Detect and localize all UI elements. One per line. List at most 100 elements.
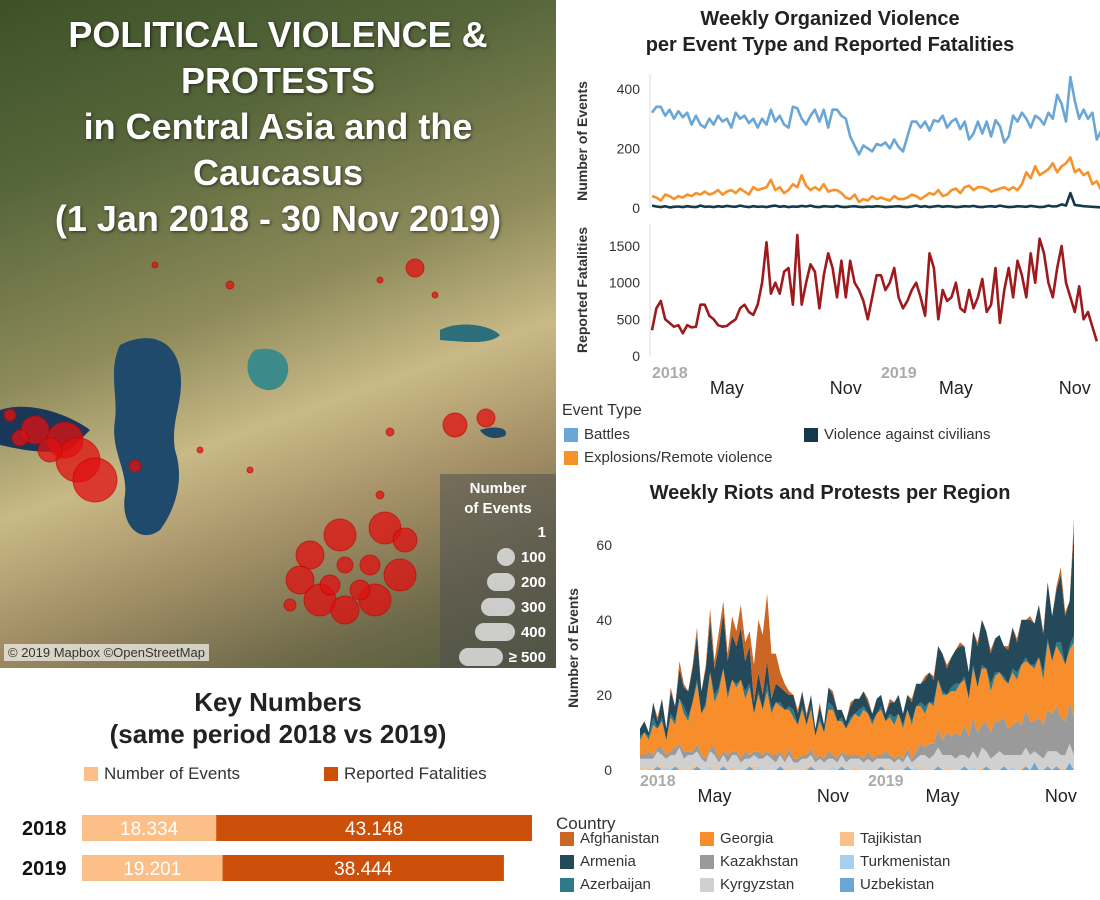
event-bubble [323,518,357,552]
area-kyrgyzstan [640,743,1074,770]
protests-chart-title: Weekly Riots and Protests per Region [649,482,1011,504]
x-tick-label: Nov [1045,786,1077,806]
event-bubble [349,579,371,601]
legend-item-afghanistan[interactable]: Afghanistan [560,830,659,847]
legend-item-georgia[interactable]: Georgia [700,830,773,847]
fatalities-value-label: 38.444 [334,859,393,880]
size-legend-bubble [474,623,515,641]
legend-item-kazakhstan[interactable]: Kazakhstan [700,853,798,870]
size-legend-bubble [486,573,515,591]
size-legend-title: Number [469,480,527,497]
legend-item-fatalities[interactable]: Reported Fatalities [324,764,487,784]
size-legend-row: 100 [496,548,546,566]
series-line-battles [650,75,1100,156]
y-tick-label: 0 [632,200,640,216]
issyk-kul-shape [480,427,506,438]
size-legend-label: 200 [520,573,546,591]
aral-sea-shape [247,348,289,391]
legend-label: Uzbekistan [860,876,935,893]
legend-swatch [560,877,574,892]
map-title-line: PROTESTS [180,60,376,101]
y-tick-label: 20 [596,687,612,703]
fatalities-bar [216,815,532,841]
key-numbers-title-line: Key Numbers [194,687,362,717]
x-tick-label: 2019 [881,365,917,382]
event-bubble [3,408,17,422]
y-tick-label: 0 [632,348,640,364]
area-kazakhstan [640,702,1074,763]
map-attribution[interactable]: © 2019 Mapbox ©OpenStreetMap [4,644,209,661]
events-bar [82,855,223,881]
event-bubble [295,540,325,570]
balkhash-lake-shape [440,324,500,343]
legend-label: Afghanistan [580,830,660,847]
map-title: POLITICAL VIOLENCE & PROTESTS in Central… [0,12,556,242]
x-tick-label: 2018 [640,773,676,790]
event-bubble [405,258,425,278]
y-tick-label: 500 [617,311,641,327]
y-tick-label: 200 [617,140,641,156]
legend-label: Turkmenistan [860,853,951,870]
event-bubble [128,459,142,473]
event-bubble [37,437,63,463]
key-numbers-title-line: (same period 2018 vs 2019) [109,719,447,749]
key-numbers-chart: 2018 18.334 43.148 2019 19.201 38.444 [22,815,532,881]
event-bubble [151,261,159,269]
legend-item-battles[interactable]: Battles [564,426,630,443]
legend-label: Reported Fatalities [344,764,487,783]
y-tick-label: 40 [596,612,612,628]
legend-item-turkmenistan[interactable]: Turkmenistan [840,853,950,870]
legend-item-events[interactable]: Number of Events [84,764,240,784]
y-tick-label: 1000 [609,275,640,291]
legend-item-kyrgyzstan[interactable]: Kyrgyzstan [700,876,794,893]
legend-item-violence-civilians[interactable]: Violence against civilians [804,426,991,443]
area-tajikistan [640,762,1074,770]
legend-item-armenia[interactable]: Armenia [560,853,636,870]
event-bubble [11,429,29,447]
legend-item-uzbekistan[interactable]: Uzbekistan [840,876,934,893]
x-tick-label: Nov [817,786,849,806]
fatalities-value-label: 43.148 [345,819,403,840]
size-legend-row: ≥ 500 [458,648,546,666]
size-legend-row: 300 [480,598,546,616]
country-legend-title: Country [556,814,616,833]
x-tick-label: May [925,786,959,806]
size-legend-row: 200 [486,573,546,591]
map-title-line: (1 Jan 2018 - 30 Nov 2019) [54,198,502,239]
map-panel[interactable]: POLITICAL VIOLENCE & PROTESTS in Central… [0,0,556,668]
y-axis-label: Number of Events [574,81,590,201]
event-bubble [72,457,118,503]
series-line-explosions-remote-violence [651,156,1100,204]
legend-item-tajikistan[interactable]: Tajikistan [840,830,922,847]
legend-item-azerbaijan[interactable]: Azerbaijan [560,876,651,893]
size-legend-row: 400 [474,623,546,641]
legend-swatch [84,767,98,781]
map-title-line: POLITICAL VIOLENCE & [68,14,488,55]
event-bubble [385,427,395,437]
map-background [0,258,506,625]
violence-chart-title-line: per Event Type and Reported Fatalities [645,34,1015,56]
map-size-legend: Number of Events 1 100 200 300 400 ≥ 500 [440,474,556,668]
y-tick-label: 60 [596,537,612,553]
key-numbers-title: Key Numbers (same period 2018 vs 2019) [0,686,556,750]
fatalities-bar [222,855,504,881]
size-legend-label: 400 [520,623,546,641]
caspian-sea-shape [113,338,182,536]
legend-item-explosions[interactable]: Explosions/Remote violence [564,449,772,466]
legend-label: Tajikistan [860,830,922,847]
event-bubble [283,598,297,612]
legend-label: Explosions/Remote violence [584,449,773,466]
legend-label: Azerbaijan [580,876,651,893]
x-tick-label: May [698,786,732,806]
size-legend-label: 1 [537,524,546,541]
x-tick-label: May [939,378,973,398]
event-bubble [225,280,235,290]
legend-swatch [560,854,574,869]
x-tick-label: 2018 [652,365,688,382]
legend-label: Armenia [580,853,636,870]
event-bubble [246,466,254,474]
legend-swatch [840,831,854,846]
event-bubble [476,408,496,428]
legend-label: Kazakhstan [720,853,799,870]
legend-swatch [840,877,854,892]
